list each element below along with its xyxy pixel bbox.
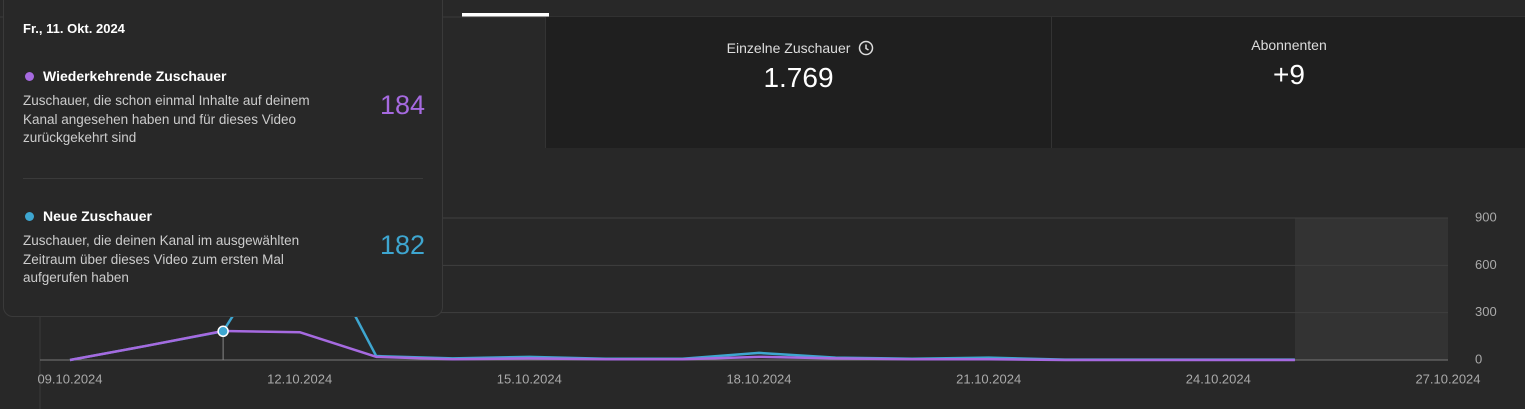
y-tick-label: 0	[1475, 351, 1482, 366]
tooltip-series: Neue Zuschauer	[23, 208, 425, 224]
x-tick-label: 09.10.2024	[37, 371, 102, 386]
tooltip-item: Wiederkehrende Zuschauer Zuschauer, die …	[23, 68, 425, 148]
legend-dot	[25, 72, 34, 81]
x-tick-label: 18.10.2024	[726, 371, 791, 386]
tooltip-date: Fr., 11. Okt. 2024	[23, 21, 125, 36]
legend-name: Wiederkehrende Zuschauer	[43, 68, 227, 84]
x-tick-label: 27.10.2024	[1415, 371, 1480, 386]
card-label: Abonnenten	[1251, 37, 1327, 53]
card-label: Einzelne Zuschauer	[546, 37, 1051, 56]
y-tick-label: 300	[1475, 304, 1497, 319]
tooltip: Fr., 11. Okt. 2024 Wiederkehrende Zuscha…	[3, 0, 443, 317]
card: Einzelne Zuschauer 1.769	[545, 17, 1051, 148]
series-line	[69, 329, 1295, 362]
legend-name: Neue Zuschauer	[43, 208, 152, 224]
tooltip-description: Zuschauer, die schon einmal Inhalte auf …	[23, 93, 310, 145]
y-tick-label: 600	[1475, 257, 1497, 272]
tooltip-series: Wiederkehrende Zuschauer	[23, 68, 425, 84]
tooltip-item: Neue Zuschauer Zuschauer, die deinen Kan…	[23, 208, 425, 288]
tooltip-value: 182	[379, 230, 425, 260]
card-value: 1.769	[763, 62, 834, 93]
clock-icon	[859, 40, 874, 56]
card-label-text: Einzelne Zuschauer	[726, 40, 851, 56]
legend-dot	[25, 212, 34, 221]
separator	[23, 178, 423, 179]
tooltip-value: 184	[379, 90, 425, 120]
incomplete-data-region	[1295, 218, 1448, 360]
y-tick-label: 900	[1475, 209, 1497, 224]
x-tick-label: 21.10.2024	[956, 371, 1021, 386]
card-value: +9	[1273, 59, 1305, 90]
x-tick-label: 15.10.2024	[497, 371, 562, 386]
active-tab-underline	[462, 13, 549, 17]
x-tick-label: 24.10.2024	[1186, 371, 1251, 386]
tooltip-description: Zuschauer, die deinen Kanal im ausgewähl…	[23, 233, 300, 285]
hover-point	[217, 325, 229, 338]
x-tick-label: 12.10.2024	[267, 371, 332, 386]
card: Abonnenten +9	[1051, 17, 1525, 148]
